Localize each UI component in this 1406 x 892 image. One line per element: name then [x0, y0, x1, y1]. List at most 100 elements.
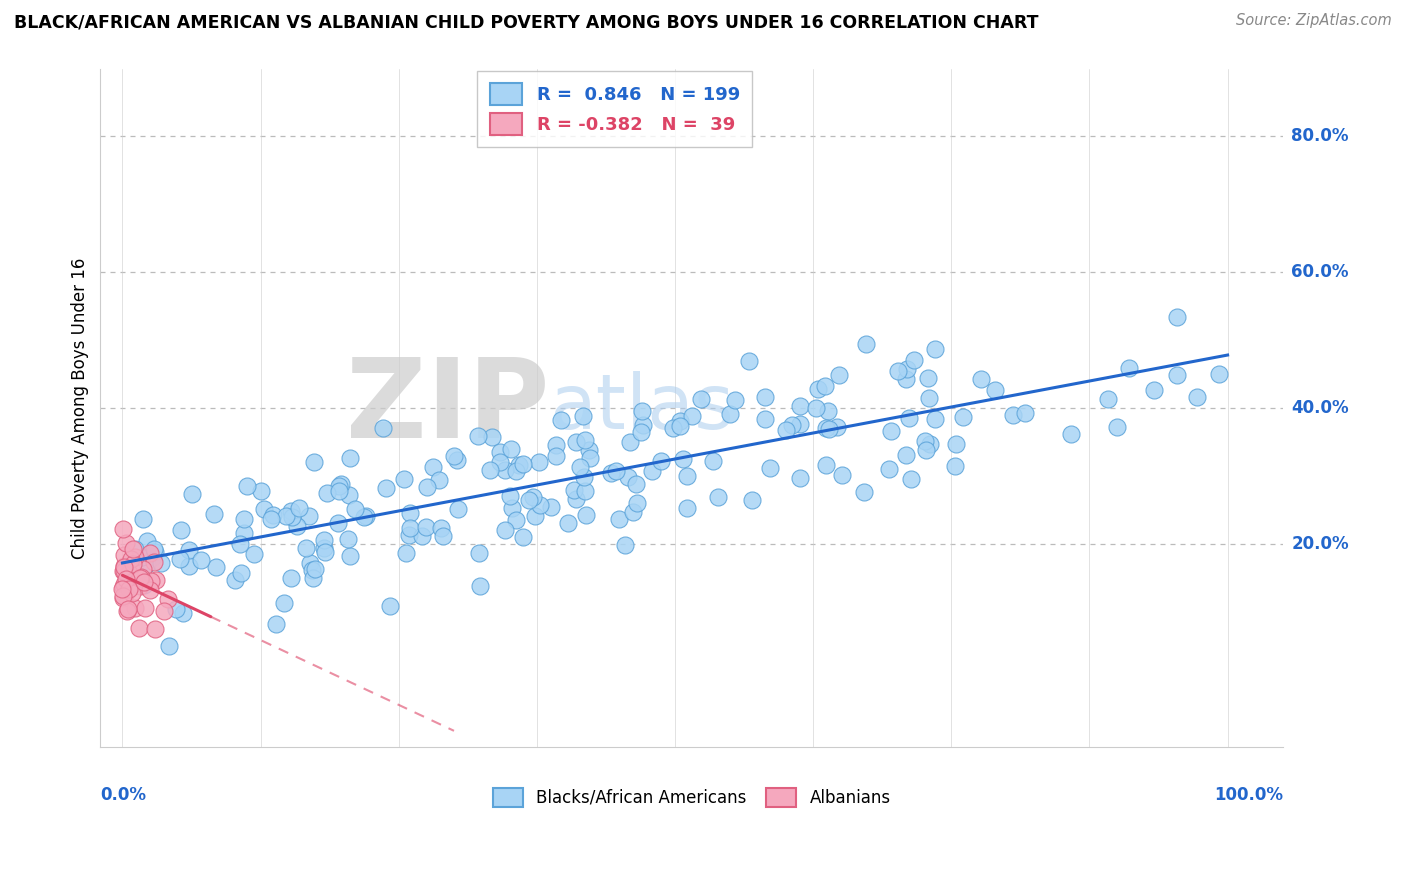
Point	[180, 487, 202, 501]
Point	[304, 562, 326, 576]
Point	[924, 411, 946, 425]
Point	[1014, 406, 1036, 420]
Point	[112, 559, 135, 574]
Point	[562, 483, 585, 497]
Point	[494, 462, 516, 476]
Point	[312, 533, 335, 547]
Point	[121, 586, 143, 600]
Point	[789, 399, 811, 413]
Point	[373, 421, 395, 435]
Point	[546, 449, 568, 463]
Point	[111, 589, 134, 603]
Point	[128, 571, 150, 585]
Point	[274, 509, 297, 524]
Point	[914, 434, 936, 448]
Point	[468, 546, 491, 560]
Point	[302, 454, 325, 468]
Point	[900, 472, 922, 486]
Text: 20.0%: 20.0%	[1291, 534, 1348, 553]
Point	[631, 418, 654, 433]
Point	[288, 500, 311, 515]
Point	[689, 392, 711, 407]
Point	[260, 512, 283, 526]
Point	[139, 582, 162, 597]
Point	[877, 462, 900, 476]
Point	[1187, 390, 1209, 404]
Point	[896, 362, 918, 376]
Point	[661, 421, 683, 435]
Point	[707, 490, 730, 504]
Point	[669, 414, 692, 428]
Point	[565, 435, 588, 450]
Point	[177, 543, 200, 558]
Point	[145, 623, 167, 637]
Point	[330, 477, 353, 491]
Point	[1060, 426, 1083, 441]
Point	[392, 472, 415, 486]
Point	[190, 552, 212, 566]
Point	[522, 490, 544, 504]
Text: 80.0%: 80.0%	[1291, 128, 1348, 145]
Point	[136, 558, 159, 572]
Point	[243, 547, 266, 561]
Point	[285, 518, 308, 533]
Point	[804, 401, 827, 415]
Point	[814, 379, 837, 393]
Point	[574, 434, 596, 448]
Point	[970, 371, 993, 385]
Point	[668, 419, 690, 434]
Point	[443, 449, 465, 463]
Point	[447, 502, 470, 516]
Point	[204, 560, 226, 574]
Point	[143, 555, 166, 569]
Point	[626, 496, 648, 510]
Point	[399, 521, 422, 535]
Point	[118, 566, 141, 580]
Point	[114, 588, 136, 602]
Point	[499, 442, 522, 456]
Point	[128, 579, 150, 593]
Point	[1166, 368, 1188, 382]
Point	[621, 505, 644, 519]
Point	[914, 442, 936, 457]
Point	[780, 417, 803, 432]
Text: 0.0%: 0.0%	[100, 786, 146, 805]
Point	[467, 428, 489, 442]
Point	[145, 573, 167, 587]
Point	[142, 542, 165, 557]
Point	[131, 550, 153, 565]
Point	[111, 582, 134, 596]
Point	[134, 601, 156, 615]
Point	[481, 430, 503, 444]
Point	[143, 545, 166, 559]
Point	[301, 563, 323, 577]
Text: atlas: atlas	[550, 371, 734, 445]
Text: 40.0%: 40.0%	[1291, 399, 1348, 417]
Point	[446, 453, 468, 467]
Point	[112, 548, 135, 562]
Legend: Blacks/African Americans, Albanians: Blacks/African Americans, Albanians	[486, 781, 897, 814]
Point	[250, 483, 273, 498]
Point	[152, 604, 174, 618]
Point	[122, 557, 145, 571]
Point	[281, 509, 304, 524]
Point	[328, 483, 350, 498]
Point	[896, 372, 918, 386]
Point	[112, 577, 135, 591]
Point	[505, 513, 527, 527]
Point	[224, 574, 246, 588]
Point	[233, 511, 256, 525]
Point	[572, 470, 595, 484]
Point	[316, 486, 339, 500]
Point	[142, 550, 165, 565]
Point	[650, 453, 672, 467]
Point	[398, 506, 420, 520]
Point	[157, 591, 180, 606]
Point	[499, 489, 522, 503]
Point	[120, 568, 142, 582]
Point	[430, 521, 453, 535]
Point	[339, 549, 361, 563]
Point	[918, 437, 941, 451]
Point	[494, 524, 516, 538]
Point	[139, 574, 162, 589]
